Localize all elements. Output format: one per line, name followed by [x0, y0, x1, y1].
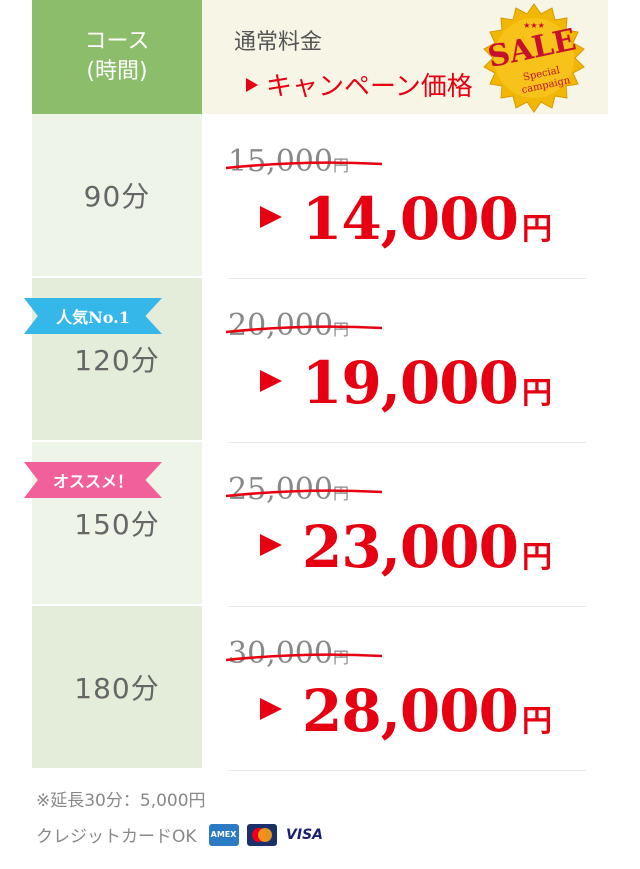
old-price: 25,000円 [225, 472, 383, 507]
duration-label: 150分 [74, 508, 160, 541]
strikethrough-line [225, 653, 383, 662]
new-price-yen: 円 [521, 540, 552, 575]
normal-price-label: 通常料金 [234, 30, 323, 55]
visa-card-icon: VISA [286, 826, 324, 843]
strikethrough-line [225, 325, 383, 334]
old-price-value: 30,000 [228, 636, 333, 671]
course-header-sub: (時間) [86, 59, 148, 84]
new-price-yen: 円 [521, 376, 552, 411]
course-header: コース (時間) [32, 0, 202, 114]
old-price-value: 15,000 [228, 144, 333, 179]
credit-note: クレジットカードOK AMEX VISA [36, 822, 325, 847]
arrow-right-icon [260, 698, 282, 720]
price-cell: 30,000円 28,000 円 [225, 606, 586, 768]
duration-label: 180分 [74, 672, 160, 705]
old-price-yen: 円 [332, 648, 349, 667]
new-price-value: 23,000 [302, 513, 519, 581]
card-logos: AMEX VISA [208, 823, 325, 846]
row-divider [228, 278, 586, 279]
new-price: 14,000 円 [260, 188, 552, 250]
arrow-right-icon [260, 534, 282, 556]
arrow-right-icon [260, 206, 282, 228]
price-cell: 20,000円 19,000 円 [225, 278, 586, 440]
old-price: 30,000円 [225, 636, 383, 671]
campaign-price-label-wrap: キャンペーン価格 [246, 66, 473, 103]
amex-card-icon: AMEX [208, 823, 239, 846]
extension-note: ※延長30分：5,000円 [36, 791, 206, 811]
new-price-value: 14,000 [302, 185, 519, 253]
old-price-value: 25,000 [228, 472, 333, 507]
old-price-value: 20,000 [228, 308, 333, 343]
mastercard-icon [246, 823, 277, 846]
duration-label: 120分 [74, 344, 160, 377]
old-price-yen: 円 [332, 484, 349, 503]
recommended-ribbon: オススメ！ [24, 462, 162, 498]
duration-cell: 90分 [32, 114, 202, 276]
price-cell: 15,000円 14,000 円 [225, 114, 586, 276]
course-header-label: コース [84, 29, 150, 54]
duration-label: 90分 [83, 180, 151, 213]
row-divider [228, 770, 586, 771]
sale-badge-icon: ★★★ SALE Special campaign [483, 3, 585, 113]
popular-ribbon: 人気No.1 [24, 298, 162, 334]
row-divider [228, 442, 586, 443]
new-price-yen: 円 [521, 212, 552, 247]
new-price-yen: 円 [521, 704, 552, 739]
row-divider [228, 606, 586, 607]
old-price: 15,000円 [225, 144, 383, 179]
new-price-value: 28,000 [302, 677, 519, 745]
old-price: 20,000円 [225, 308, 383, 343]
price-cell: 25,000円 23,000 円 [225, 442, 586, 604]
campaign-price-label: キャンペーン価格 [266, 72, 473, 102]
credit-label: クレジットカードOK [36, 827, 197, 847]
old-price-yen: 円 [332, 320, 349, 339]
strikethrough-line [225, 489, 383, 498]
arrow-right-icon [260, 370, 282, 392]
new-price-value: 19,000 [302, 349, 519, 417]
ribbon-label: オススメ！ [52, 472, 133, 491]
mastercard-circles [251, 827, 272, 842]
old-price-yen: 円 [332, 156, 349, 175]
ribbon-label: 人気No.1 [56, 308, 130, 327]
new-price: 19,000 円 [260, 352, 552, 414]
arrow-right-icon [246, 77, 258, 92]
sale-stars: ★★★ [523, 21, 545, 30]
duration-cell: 180分 [32, 606, 202, 768]
strikethrough-line [225, 161, 383, 170]
new-price: 28,000 円 [260, 680, 552, 742]
new-price: 23,000 円 [260, 516, 552, 578]
